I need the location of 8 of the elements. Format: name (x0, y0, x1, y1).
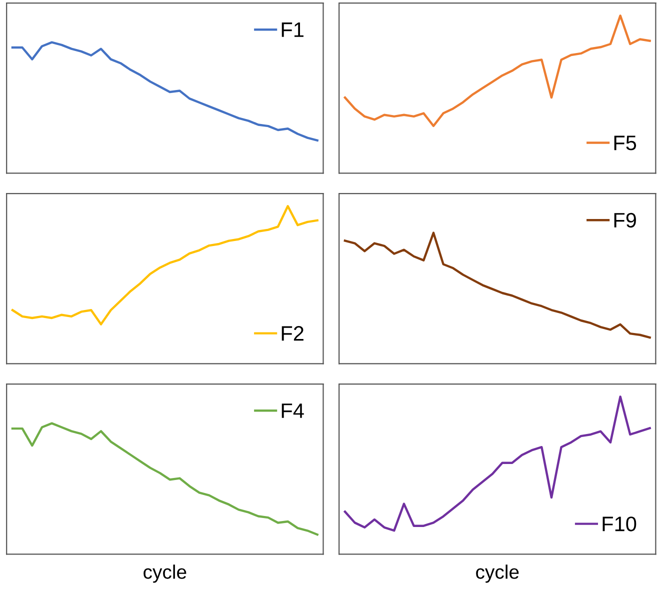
legend-label: F1 (282, 22, 304, 37)
legend-label: F2 (282, 326, 304, 341)
legend-label: F4 (282, 404, 304, 418)
x-axis-title: cycle (144, 564, 186, 583)
legend-label: F10 (602, 516, 636, 532)
legend-label: F5 (614, 136, 636, 150)
legend-label: F9 (614, 212, 636, 228)
x-axis-title: cycle (476, 564, 519, 583)
